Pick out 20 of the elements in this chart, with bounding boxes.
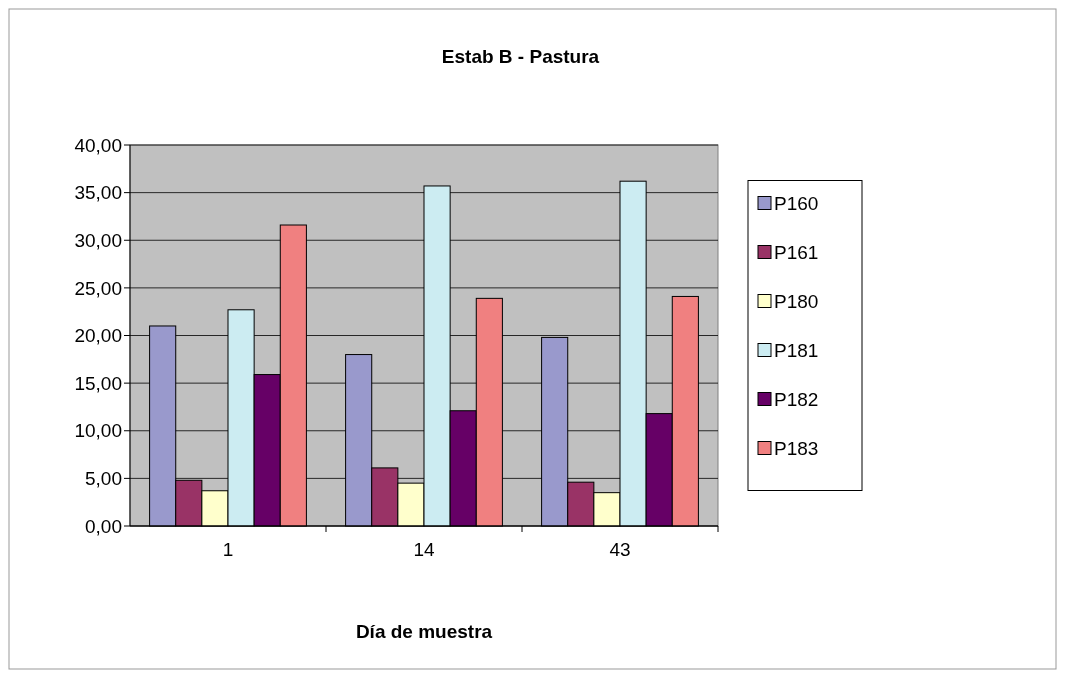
y-tick-label: 10,00 [74,420,122,442]
y-tick-label: 30,00 [74,229,122,251]
legend-label: P180 [774,291,819,313]
y-tick-label: 40,00 [74,134,122,156]
legend-label: P181 [774,340,819,362]
legend-label: P183 [774,438,819,460]
x-tick-label: 1 [222,539,234,560]
x-tick-label: 43 [609,539,631,560]
legend-label: P182 [774,389,819,411]
y-tick-label: 15,00 [74,372,122,394]
y-tick-label: 0,00 [85,515,122,537]
y-tick-label: 25,00 [74,277,122,299]
x-axis-title: Día de muestra [355,621,493,642]
y-tick-label: 20,00 [74,325,122,347]
x-tick-label: 14 [413,539,435,560]
legend-label: P161 [774,242,819,264]
y-tick-label: 5,00 [85,468,122,490]
chart-title: Estab B - Pastura [441,46,600,67]
legend-label: P160 [774,193,819,215]
y-tick-label: 35,00 [74,182,122,204]
